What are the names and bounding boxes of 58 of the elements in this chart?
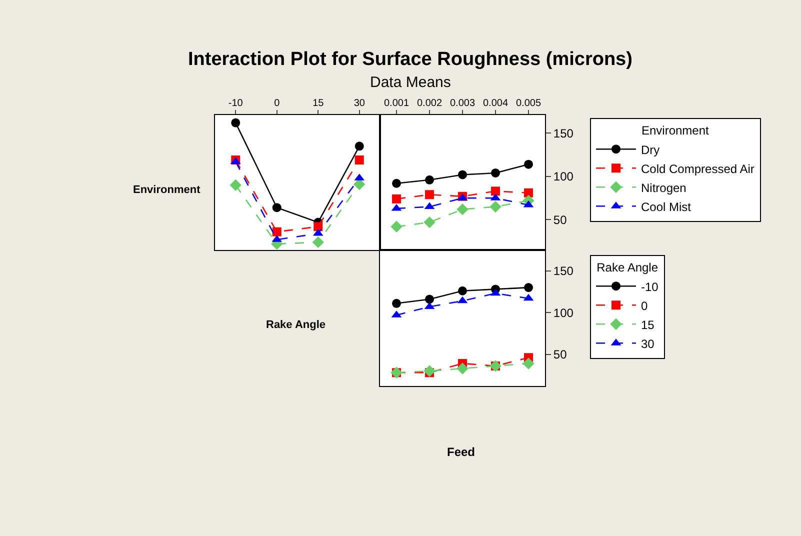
legend-label: Dry — [641, 142, 660, 157]
legend-label: -10 — [641, 280, 659, 294]
point — [524, 188, 533, 198]
point — [490, 200, 502, 213]
legend-title: Rake Angle — [596, 260, 658, 275]
y-tick-label: 50 — [553, 347, 568, 362]
legend-label: Cool Mist — [641, 200, 692, 214]
point — [524, 160, 533, 169]
x-tick-label: 0.005 — [516, 98, 542, 109]
y-tick-label: 150 — [553, 126, 574, 140]
point — [458, 170, 467, 180]
point — [425, 294, 434, 304]
x-tick-label: -10 — [228, 98, 244, 109]
point — [272, 203, 282, 212]
y-tick-label: 100 — [553, 170, 574, 184]
point — [424, 365, 436, 377]
point — [458, 286, 467, 296]
point — [491, 168, 500, 178]
legend-label: 0 — [641, 298, 648, 313]
y-axis-title: Environment — [133, 184, 201, 196]
point — [272, 227, 282, 236]
x-tick-label: 0 — [274, 98, 280, 109]
chart-title: Interaction Plot for Surface Roughness (microns) — [188, 49, 632, 70]
legend-label: Nitrogen — [641, 180, 686, 195]
point — [524, 283, 533, 292]
x-tick-label: 0.001 — [384, 98, 410, 109]
point — [354, 156, 364, 164]
chart-subtitle: Data Means — [370, 74, 451, 91]
point — [392, 178, 401, 188]
legend-label: 30 — [641, 336, 655, 351]
point — [491, 186, 500, 196]
point — [312, 236, 324, 248]
point — [424, 216, 436, 228]
y-tick-label: 150 — [553, 264, 574, 278]
y-axis-title: Rake Angle — [266, 319, 326, 331]
point — [456, 362, 468, 374]
legend-label: Cold Compressed Air — [641, 162, 754, 176]
legend-title: Environment — [641, 124, 710, 138]
point — [392, 194, 401, 204]
x-tick-label: 0.002 — [416, 98, 442, 109]
x-tick-label: 0.004 — [482, 98, 508, 109]
point — [354, 142, 364, 151]
y-tick-label: 50 — [553, 212, 568, 227]
x-tick-label: 0.003 — [450, 98, 476, 109]
point — [425, 190, 434, 200]
point — [390, 220, 402, 232]
point — [425, 175, 434, 184]
point — [392, 298, 401, 308]
y-tick-label: 100 — [553, 306, 574, 320]
x-tick-label: 30 — [354, 98, 366, 109]
point — [314, 222, 323, 232]
x-tick-label: 15 — [312, 98, 324, 109]
x-axis-title: Feed — [447, 445, 476, 459]
point — [230, 179, 242, 191]
legend-label: 15 — [641, 318, 655, 332]
point — [231, 118, 240, 128]
point — [456, 203, 468, 216]
point — [522, 358, 534, 370]
